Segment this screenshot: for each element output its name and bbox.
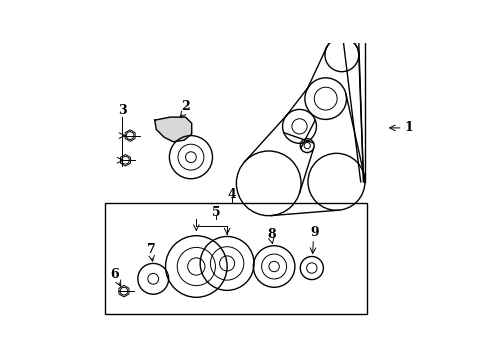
Text: 1: 1 (404, 121, 412, 134)
Polygon shape (154, 117, 191, 142)
Text: 5: 5 (212, 206, 220, 219)
Text: 6: 6 (110, 268, 119, 281)
Text: 8: 8 (267, 228, 276, 240)
Text: 2: 2 (181, 100, 189, 113)
Text: 9: 9 (310, 226, 319, 239)
Text: 3: 3 (118, 104, 126, 117)
Text: 7: 7 (147, 243, 156, 256)
Bar (104, 203, 366, 314)
Text: 4: 4 (227, 188, 236, 201)
